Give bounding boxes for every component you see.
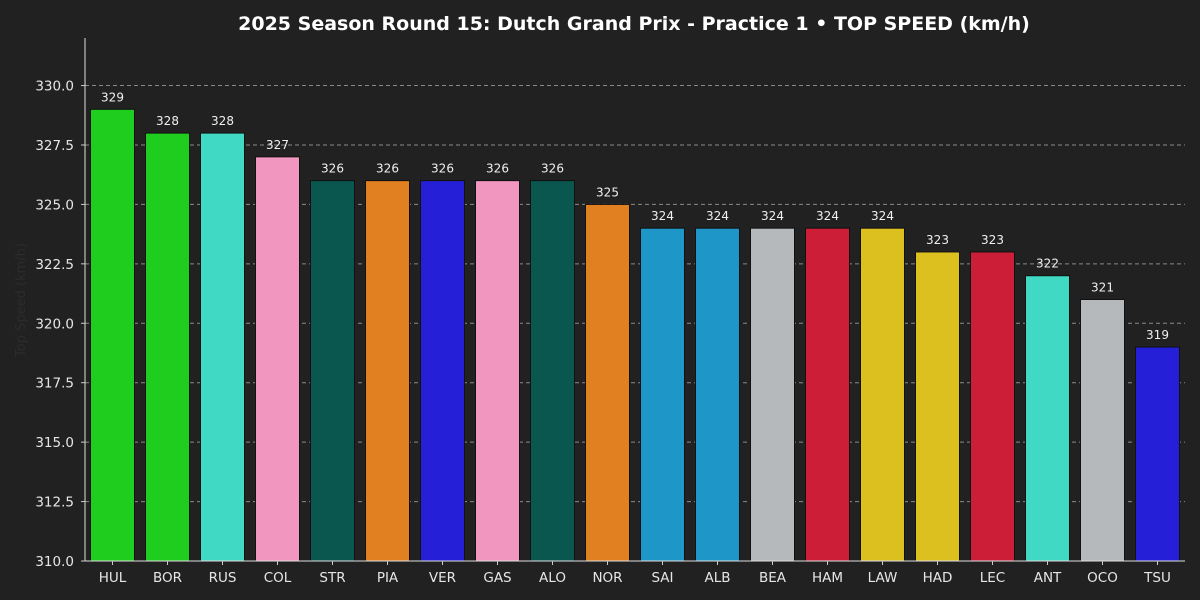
x-tick-labels: HUL BOR RUS COL STR PIA VER GAS ALO NOR SAI ALB BEA H…	[99, 561, 1171, 586]
x-tick-label: OCO	[1087, 570, 1118, 586]
value-label: 328	[156, 114, 179, 128]
bar-hul	[90, 108, 135, 562]
value-label: 326	[541, 162, 564, 176]
y-tick-label: 310.0	[35, 554, 74, 570]
value-label: 329	[101, 90, 124, 104]
x-tick-label: HAM	[812, 570, 843, 586]
value-label: 327	[266, 138, 289, 152]
y-tick-label: 320.0	[35, 316, 74, 332]
x-tick-label: BEA	[759, 570, 787, 586]
x-tick-label: ALO	[539, 570, 566, 586]
bar-ver	[420, 180, 465, 562]
value-label: 326	[376, 162, 399, 176]
value-label: 325	[596, 185, 619, 199]
x-tick-label: GAS	[483, 570, 511, 586]
value-label: 326	[431, 162, 454, 176]
x-tick-label: NOR	[592, 570, 622, 586]
bar-oco	[1080, 299, 1125, 562]
y-tick-label: 325.0	[35, 197, 74, 213]
bar-pia	[365, 180, 410, 562]
bar-bor	[145, 132, 190, 562]
value-label: 319	[1146, 328, 1169, 342]
bar-sai	[640, 227, 685, 562]
value-label: 324	[816, 209, 839, 223]
x-tick-label: ALB	[704, 570, 730, 586]
x-tick-label: TSU	[1143, 570, 1171, 586]
y-tick-label: 317.5	[35, 376, 74, 392]
y-tick-labels: 310.0 312.5 315.0 317.5 320.0 322.5 325.0 327.5…	[35, 79, 74, 570]
x-tick-label: RUS	[209, 570, 237, 586]
value-label: 322	[1036, 257, 1059, 271]
bar-alb	[695, 227, 740, 562]
bar-rus	[200, 132, 245, 562]
bar-alo	[530, 180, 575, 562]
x-tick-label: SAI	[651, 570, 673, 586]
x-tick-label: HAD	[923, 570, 953, 586]
y-tick-label: 315.0	[35, 435, 74, 451]
value-label: 324	[761, 209, 784, 223]
y-axis-label: Top Speed (km/h)	[14, 243, 29, 358]
bar-had	[915, 251, 960, 562]
bar-ham	[805, 227, 850, 562]
axes	[81, 38, 1185, 562]
bar-bea	[750, 227, 795, 562]
value-label: 328	[211, 114, 234, 128]
x-tick-label: HUL	[99, 570, 127, 586]
value-label: 321	[1091, 281, 1114, 295]
bar-col	[255, 156, 300, 562]
value-label: 326	[486, 162, 509, 176]
bar-ant	[1025, 275, 1070, 562]
x-tick-label: LEC	[980, 570, 1005, 586]
value-label: 324	[706, 209, 729, 223]
bar-lec	[970, 251, 1015, 562]
value-labels: 329 328 328 327 326 326 326 326 326 325 324 324 324 3…	[101, 90, 1169, 342]
value-label: 326	[321, 162, 344, 176]
bars	[90, 108, 1180, 562]
bar-str	[310, 180, 355, 562]
value-label: 324	[651, 209, 674, 223]
x-tick-label: STR	[319, 570, 345, 586]
bar-nor	[585, 203, 630, 562]
chart-title: 2025 Season Round 15: Dutch Grand Prix -…	[238, 13, 1030, 35]
x-tick-label: VER	[429, 570, 456, 586]
bar-tsu	[1135, 346, 1180, 562]
y-tick-label: 312.5	[35, 495, 74, 511]
y-tick-label: 330.0	[35, 79, 74, 95]
gridlines	[85, 85, 1185, 503]
x-tick-label: PIA	[377, 570, 399, 586]
x-tick-label: BOR	[153, 570, 182, 586]
x-tick-label: ANT	[1034, 570, 1062, 586]
value-label: 324	[871, 209, 894, 223]
x-tick-label: COL	[264, 570, 292, 586]
value-label: 323	[926, 233, 949, 247]
y-tick-label: 322.5	[35, 257, 74, 273]
x-tick-label: LAW	[868, 570, 898, 586]
y-tick-label: 327.5	[35, 138, 74, 154]
value-label: 323	[981, 233, 1004, 247]
bar-gas	[475, 180, 520, 562]
bar-law	[860, 227, 905, 562]
